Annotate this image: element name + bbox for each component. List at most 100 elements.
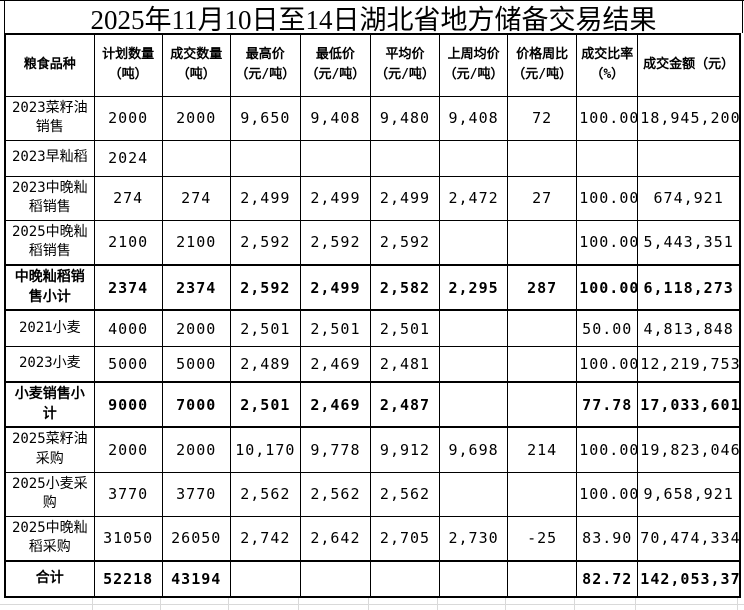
table-cell: 100.00 xyxy=(576,264,639,312)
table-cell: 2,501 xyxy=(299,309,371,347)
table-cell: 4000 xyxy=(93,309,163,347)
table-cell: 100.00 xyxy=(576,345,639,383)
row-label: 2025中晚籼稻采购 xyxy=(4,515,95,562)
table-cell: 2,582 xyxy=(369,264,441,312)
table-cell xyxy=(229,139,301,177)
gridline xyxy=(0,604,744,605)
table-cell: 72 xyxy=(507,95,578,141)
table-cell: 100.00 xyxy=(576,175,639,221)
table-cell: 3770 xyxy=(161,471,231,517)
table-cell: 2,730 xyxy=(439,515,509,562)
table-cell: 674,921 xyxy=(637,175,741,221)
table-row: 2023菜籽油销售 2000 2000 9,650 9,408 9,480 9,408 72 1… xyxy=(4,95,741,141)
table-cell xyxy=(439,309,509,347)
table-cell: 5000 xyxy=(161,345,231,383)
table-cell: 5000 xyxy=(93,345,163,383)
table-cell: 83.90 xyxy=(576,515,639,562)
row-label: 中晚籼稻销售小计 xyxy=(4,264,95,312)
table-row: 2025菜籽油采购 2000 2000 10,170 9,778 9,912 9,698 21… xyxy=(4,426,741,473)
table-cell: 9,658,921 xyxy=(637,471,741,517)
column-header: 价格周比 （元/吨） xyxy=(507,33,578,97)
table-cell xyxy=(507,139,578,177)
table-cell: 2,742 xyxy=(229,515,301,562)
row-label: 合计 xyxy=(4,560,95,598)
table-cell: 2374 xyxy=(93,264,163,312)
table-cell: 2000 xyxy=(161,309,231,347)
table-cell xyxy=(369,139,441,177)
column-header: 计划数量 （吨） xyxy=(93,33,163,97)
row-label: 2023小麦 xyxy=(4,345,95,383)
results-table: 粮食品种 计划数量 （吨） 成交数量 （吨） 最高价 （元/吨） 最低价 （元/吨） 平均… xyxy=(4,33,741,598)
table-cell: 10,170 xyxy=(229,426,301,473)
column-header: 平均价 （元/吨） xyxy=(369,33,441,97)
table-cell: 287 xyxy=(507,264,578,312)
table-cell: 2100 xyxy=(93,219,163,266)
table-cell: 2000 xyxy=(161,95,231,141)
header-row: 粮食品种 计划数量 （吨） 成交数量 （吨） 最高价 （元/吨） 最低价 （元/吨） 平均… xyxy=(4,33,741,97)
table-cell: 19,823,046 xyxy=(637,426,741,473)
table-row: 2023中晚籼稻销售 274 274 2,499 2,499 2,499 2,472 27 10… xyxy=(4,175,741,221)
table-cell: 12,219,753 xyxy=(637,345,741,383)
column-header: 最低价 （元/吨） xyxy=(299,33,371,97)
table-cell: 3770 xyxy=(93,471,163,517)
table-cell: 2,295 xyxy=(439,264,509,312)
table-cell: 18,945,200 xyxy=(637,95,741,141)
table-cell: 9000 xyxy=(93,381,163,429)
table-cell: 2000 xyxy=(93,426,163,473)
table-row: 合计 52218 43194 82.72 142,053,374 xyxy=(4,560,741,598)
table-row: 2023小麦 5000 5000 2,489 2,469 2,481 100.00 12,21… xyxy=(4,345,741,383)
table-cell: 2,499 xyxy=(299,175,371,221)
table-cell: 2,499 xyxy=(229,175,301,221)
table-cell: 7000 xyxy=(161,381,231,429)
table-cell xyxy=(507,381,578,429)
table-cell xyxy=(439,219,509,266)
table-cell: 100.00 xyxy=(576,471,639,517)
table-row: 小麦销售小计 9000 7000 2,501 2,469 2,487 77.78 17,033… xyxy=(4,381,741,429)
table-cell: 9,650 xyxy=(229,95,301,141)
table-cell: 26050 xyxy=(161,515,231,562)
table-cell: 2,481 xyxy=(369,345,441,383)
table-row: 2025中晚籼稻销售 2100 2100 2,592 2,592 2,592 100.00 5… xyxy=(4,219,741,266)
table-cell: 2,642 xyxy=(299,515,371,562)
table-cell: 31050 xyxy=(93,515,163,562)
column-header: 最高价 （元/吨） xyxy=(229,33,301,97)
column-header: 成交数量 （吨） xyxy=(161,33,231,97)
table-cell xyxy=(439,381,509,429)
row-label: 小麦销售小计 xyxy=(4,381,95,429)
table-cell xyxy=(299,139,371,177)
table-cell: 2,489 xyxy=(229,345,301,383)
table-cell: 2100 xyxy=(161,219,231,266)
table-cell: 9,698 xyxy=(439,426,509,473)
table-cell: 77.78 xyxy=(576,381,639,429)
table-cell: 50.00 xyxy=(576,309,639,347)
table-row: 中晚籼稻销售小计 2374 2374 2,592 2,499 2,582 2,295 287 1… xyxy=(4,264,741,312)
table-cell: 2,469 xyxy=(299,381,371,429)
table-cell: 9,778 xyxy=(299,426,371,473)
table-cell: 9,408 xyxy=(439,95,509,141)
table-cell: 9,408 xyxy=(299,95,371,141)
table-cell: 17,033,601 xyxy=(637,381,741,429)
table-cell: 2,592 xyxy=(369,219,441,266)
table-row: 2021小麦 4000 2000 2,501 2,501 2,501 50.00 4,813,… xyxy=(4,309,741,347)
column-header: 上周均价 （元/吨） xyxy=(439,33,509,97)
table-cell: 2024 xyxy=(93,139,163,177)
table-cell: 2,592 xyxy=(229,219,301,266)
row-label: 2025菜籽油采购 xyxy=(4,426,95,473)
table-cell: 2,562 xyxy=(369,471,441,517)
sheet-gridlines xyxy=(0,598,744,610)
table-cell: 100.00 xyxy=(576,219,639,266)
row-label: 2025小麦采购 xyxy=(4,471,95,517)
table-cell: 2000 xyxy=(93,95,163,141)
table-cell: 2,562 xyxy=(299,471,371,517)
table-cell: 5,443,351 xyxy=(637,219,741,266)
table-cell xyxy=(507,560,578,598)
row-label: 2021小麦 xyxy=(4,309,95,347)
table-cell xyxy=(507,309,578,347)
table-cell xyxy=(637,139,741,177)
table-cell xyxy=(507,345,578,383)
column-header: 粮食品种 xyxy=(4,33,95,97)
table-cell: 27 xyxy=(507,175,578,221)
table-cell: 2,501 xyxy=(369,309,441,347)
table-cell: 2,501 xyxy=(229,309,301,347)
table-cell: 2374 xyxy=(161,264,231,312)
